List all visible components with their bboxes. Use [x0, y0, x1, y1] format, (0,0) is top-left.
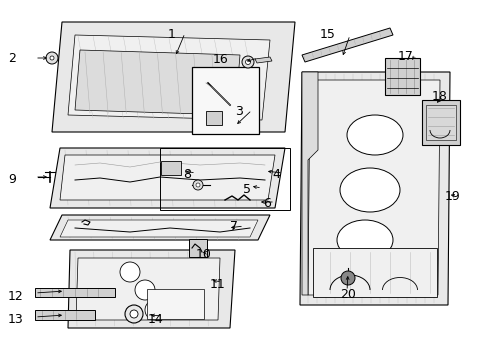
- FancyBboxPatch shape: [312, 248, 436, 297]
- Text: 6: 6: [263, 197, 270, 210]
- Circle shape: [125, 305, 142, 323]
- Text: 14: 14: [148, 313, 163, 326]
- Text: 1: 1: [168, 28, 176, 41]
- Circle shape: [196, 183, 200, 187]
- Polygon shape: [68, 35, 269, 120]
- Text: 5: 5: [243, 183, 250, 196]
- Text: 15: 15: [319, 28, 335, 41]
- Polygon shape: [425, 105, 455, 140]
- Text: 20: 20: [339, 288, 355, 301]
- Text: 17: 17: [397, 50, 413, 63]
- Polygon shape: [76, 258, 220, 320]
- Polygon shape: [254, 57, 271, 63]
- Text: 9: 9: [8, 173, 16, 186]
- Circle shape: [50, 56, 54, 60]
- Circle shape: [193, 180, 203, 190]
- Polygon shape: [50, 215, 269, 240]
- Ellipse shape: [339, 168, 399, 212]
- Text: 18: 18: [431, 90, 447, 103]
- Polygon shape: [52, 22, 294, 132]
- Polygon shape: [302, 28, 392, 62]
- Polygon shape: [35, 288, 115, 297]
- Polygon shape: [50, 148, 285, 208]
- Circle shape: [120, 262, 140, 282]
- Circle shape: [130, 310, 138, 318]
- Circle shape: [340, 271, 354, 285]
- Text: 13: 13: [8, 313, 24, 326]
- Text: 4: 4: [271, 168, 279, 181]
- Polygon shape: [60, 220, 258, 237]
- Ellipse shape: [346, 115, 402, 155]
- FancyBboxPatch shape: [189, 239, 206, 257]
- Polygon shape: [35, 310, 95, 320]
- FancyBboxPatch shape: [205, 111, 222, 125]
- Polygon shape: [75, 50, 240, 115]
- Polygon shape: [421, 100, 459, 145]
- Text: 10: 10: [196, 248, 211, 261]
- Polygon shape: [299, 72, 449, 305]
- FancyBboxPatch shape: [161, 161, 181, 175]
- Text: 7: 7: [229, 220, 238, 233]
- Polygon shape: [307, 80, 439, 295]
- Circle shape: [135, 280, 155, 300]
- Polygon shape: [384, 58, 419, 95]
- Polygon shape: [302, 72, 317, 295]
- Circle shape: [242, 56, 253, 68]
- Text: 2: 2: [8, 52, 16, 65]
- FancyBboxPatch shape: [147, 289, 203, 319]
- Circle shape: [245, 59, 250, 64]
- Text: 19: 19: [444, 190, 460, 203]
- Text: 11: 11: [209, 278, 225, 291]
- Polygon shape: [68, 250, 235, 328]
- Polygon shape: [60, 155, 274, 200]
- FancyBboxPatch shape: [192, 67, 259, 134]
- Text: 12: 12: [8, 290, 24, 303]
- Ellipse shape: [336, 220, 392, 260]
- Text: 8: 8: [183, 168, 191, 181]
- Circle shape: [145, 300, 164, 320]
- Circle shape: [46, 52, 58, 64]
- Text: 16: 16: [213, 53, 228, 66]
- Text: 3: 3: [235, 105, 243, 118]
